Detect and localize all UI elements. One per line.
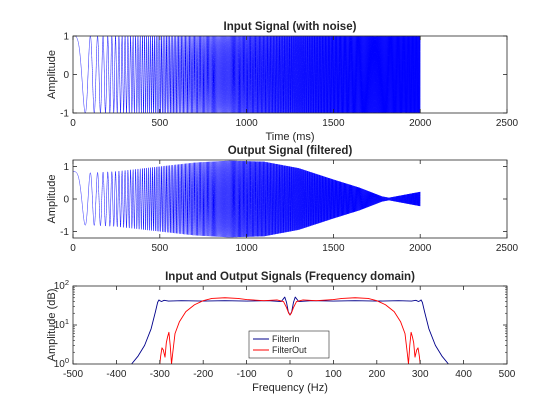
y-tick-label: 100 [54, 356, 69, 370]
series-line-1 [73, 36, 421, 113]
x-tick-label: 2000 [409, 243, 432, 254]
legend-entry: FilterOut [272, 345, 307, 355]
x-tick-label: 1500 [322, 243, 345, 254]
y-axis-label: Amplitude [46, 50, 58, 99]
x-tick-label: 1000 [235, 243, 258, 254]
x-tick-label: 300 [412, 369, 429, 380]
x-axis-label: Time (ms) [265, 131, 314, 143]
chart-title: Output Signal (filtered) [228, 145, 353, 157]
y-axis-label: Amplitude [46, 175, 58, 224]
x-tick-label: -200 [193, 369, 213, 380]
x-tick-label: -100 [237, 369, 257, 380]
x-tick-label: 500 [151, 243, 168, 254]
x-tick-label: 0 [70, 243, 76, 254]
y-tick-label: 0 [63, 70, 69, 81]
y-axis-label: Amplitude (dB) [46, 289, 58, 362]
x-tick-label: 2000 [409, 118, 432, 129]
data-layer [131, 296, 449, 364]
x-tick-label: 2500 [496, 118, 519, 129]
y-tick-label: 101 [54, 317, 69, 331]
series-line-2 [159, 297, 421, 364]
x-tick-label: -500 [63, 369, 83, 380]
chart-title: Input and Output Signals (Frequency doma… [165, 271, 415, 283]
y-tick-label: 102 [54, 278, 69, 292]
legend-entry: FilterIn [272, 334, 300, 344]
legend-box [248, 330, 330, 359]
x-tick-label: 400 [455, 369, 472, 380]
chart-3: -500 -400 -300 -200 -100 0 100 200 300 400 500 100 1… [46, 271, 516, 394]
x-tick-label: 1500 [322, 118, 345, 129]
y-tick-label: -1 [60, 227, 69, 238]
y-tick-label: -1 [60, 109, 69, 120]
x-tick-label: 0 [70, 118, 76, 129]
x-tick-label: -300 [150, 369, 170, 380]
y-tick-label: 0 [63, 195, 69, 206]
x-tick-label: 200 [368, 369, 385, 380]
x-tick-label: 500 [151, 118, 168, 129]
x-axis-label: Frequency (Hz) [252, 382, 328, 394]
chart-title: Input Signal (with noise) [224, 21, 357, 33]
y-tick-label: 1 [63, 32, 69, 43]
x-tick-label: -400 [106, 369, 126, 380]
data-layer [73, 36, 421, 113]
x-tick-label: 0 [287, 369, 293, 380]
y-tick-label: 1 [63, 162, 69, 173]
x-tick-label: 1000 [235, 118, 258, 129]
x-tick-label: 100 [325, 369, 342, 380]
x-tick-label: 2500 [496, 243, 519, 254]
x-tick-label: 500 [499, 369, 516, 380]
